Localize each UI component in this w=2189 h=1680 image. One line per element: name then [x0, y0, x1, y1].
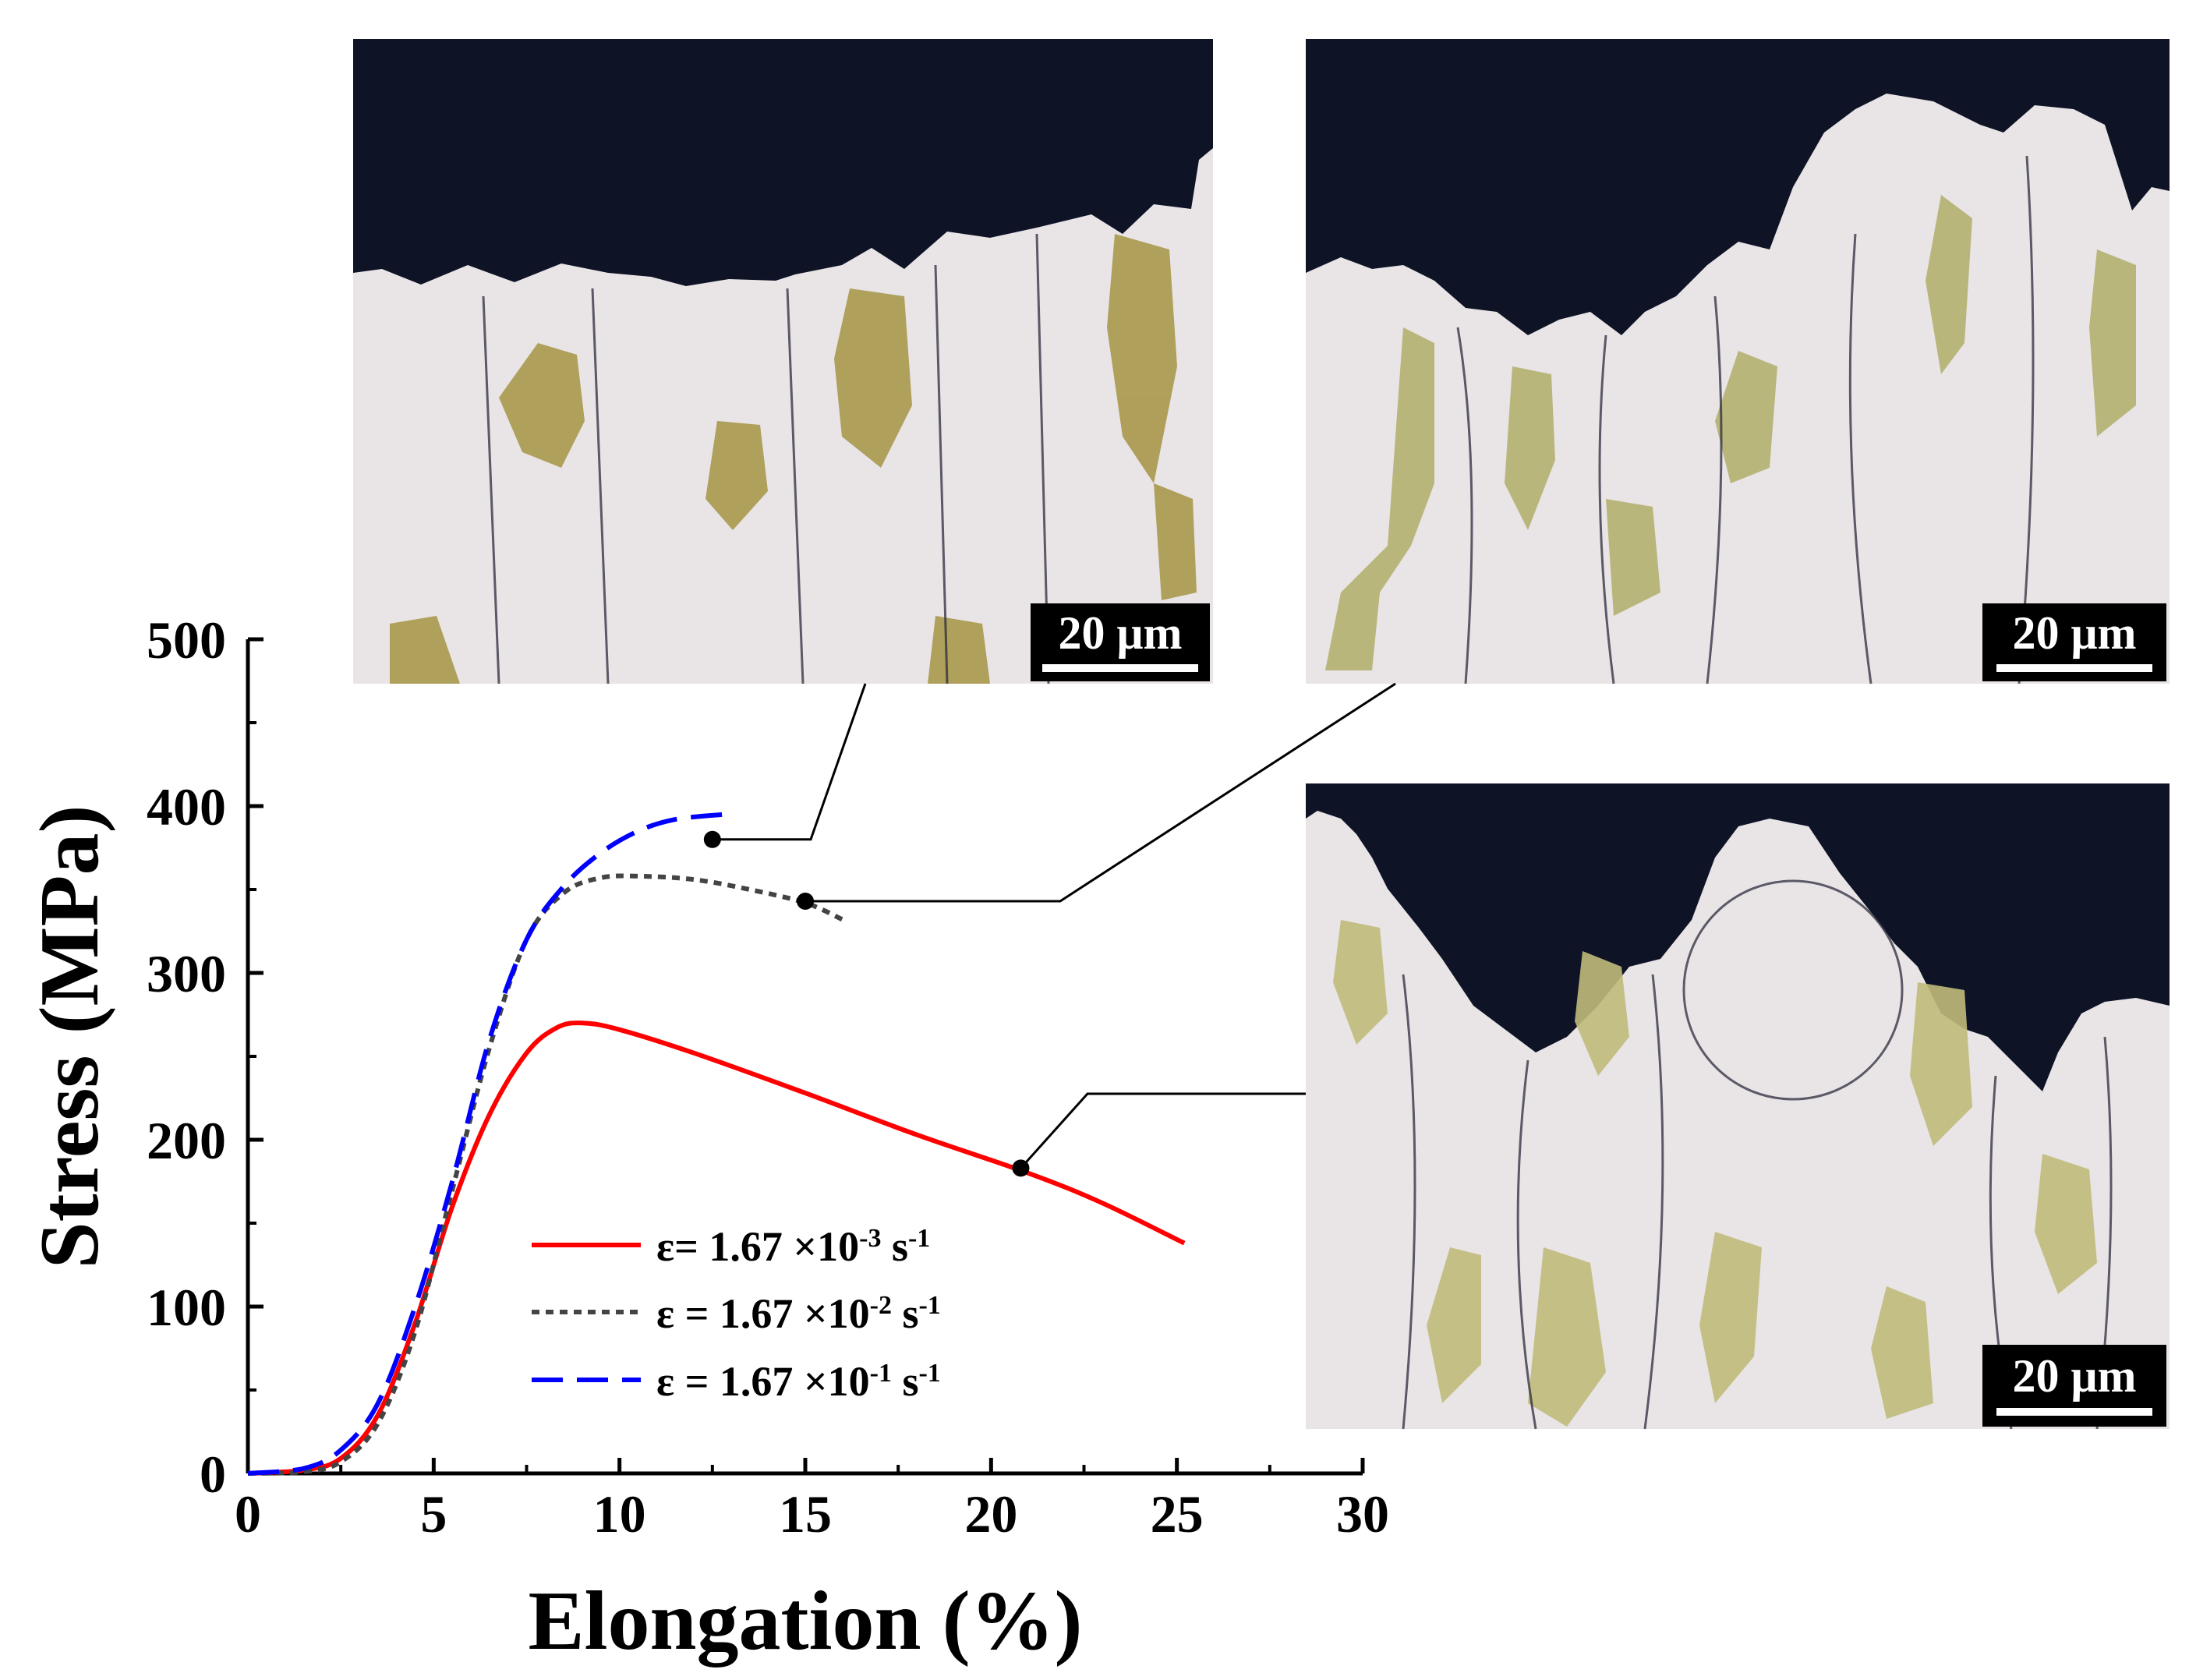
- scale-bar-line: [1996, 1408, 2152, 1416]
- y-tick-label: 500: [147, 610, 226, 670]
- x-tick-label: 25: [1151, 1484, 1204, 1544]
- series-line-3: [247, 812, 724, 1476]
- yellow-phase-grains: [1333, 920, 2097, 1427]
- x-tick-label: 20: [964, 1484, 1017, 1544]
- scale-bar-line: [1042, 664, 1198, 672]
- micrograph-top-left: 20 μm: [353, 39, 1213, 684]
- series-line-1: [247, 1020, 1186, 1476]
- legend: ε= 1.67 ×10-3 s-1 ε = 1.67 ×10-2 s-1 ε =…: [532, 1223, 941, 1405]
- leader-line-micrograph-top-left: [712, 683, 867, 841]
- dark-mounting-region: [353, 39, 1213, 286]
- annotation-marker-3: [1012, 1159, 1030, 1177]
- micrograph-top-right: 20 μm: [1306, 39, 2170, 684]
- scale-bar-label: 20 μm: [2013, 1350, 2137, 1402]
- x-tick-label: 30: [1336, 1484, 1389, 1544]
- yellow-phase-grains: [390, 234, 1197, 684]
- scale-bar-label: 20 μm: [1059, 607, 1183, 659]
- x-tick-label: 0: [235, 1484, 261, 1544]
- scale-bar-label: 20 μm: [2013, 607, 2137, 659]
- dark-mounting-region: [1306, 39, 2170, 335]
- y-tick-label: 0: [200, 1445, 226, 1504]
- leader-line-micrograph-bottom-right: [1020, 1092, 1306, 1169]
- series-lines: [247, 812, 1186, 1476]
- legend-label-series-2: ε = 1.67 ×10-2 s-1: [656, 1290, 941, 1337]
- y-tick-label: 400: [147, 777, 226, 836]
- annotation-marker-2: [797, 892, 814, 910]
- y-axis-ticks: 0 100 200 300 400 500: [147, 610, 263, 1504]
- x-axis-title: Elongation (%): [528, 1575, 1082, 1668]
- y-axis-title: Stress (MPa): [23, 805, 116, 1269]
- leader-line-micrograph-top-right: [805, 682, 1396, 903]
- micrograph-bottom-right: 20 μm: [1306, 783, 2170, 1430]
- x-tick-label: 15: [779, 1484, 832, 1544]
- stress-elongation-chart: 0 100 200 300 400 500 0 5 10 15 20 25 30 Elongation…: [23, 610, 1396, 1668]
- x-axis-ticks: 0 5 10 15 20 25 30: [235, 1458, 1389, 1544]
- annotation-marker-1: [703, 830, 721, 848]
- legend-label-series-3: ε = 1.67 ×10-1 s-1: [656, 1358, 941, 1405]
- legend-label-series-1: ε= 1.67 ×10-3 s-1: [656, 1223, 930, 1270]
- x-tick-label: 5: [420, 1484, 447, 1544]
- y-tick-label: 200: [147, 1111, 226, 1170]
- annotation-leaders: [703, 682, 1396, 1177]
- x-tick-label: 10: [593, 1484, 646, 1544]
- yellow-phase-grains: [1325, 195, 2136, 670]
- scale-bar-line: [1996, 664, 2152, 672]
- y-tick-label: 300: [147, 944, 226, 1003]
- y-tick-label: 100: [147, 1278, 226, 1337]
